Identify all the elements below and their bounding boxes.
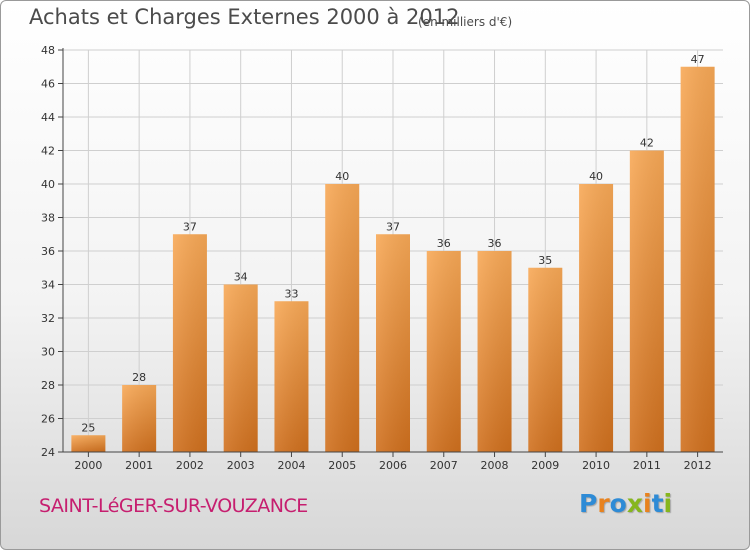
- x-tick-label: 2006: [379, 459, 407, 472]
- data-label: 34: [234, 271, 248, 284]
- bar-shade: [426, 251, 461, 452]
- data-label: 33: [284, 287, 298, 300]
- y-tick-label: 46: [41, 78, 55, 91]
- data-label: 47: [691, 53, 705, 66]
- data-label: 40: [589, 170, 603, 183]
- y-tick-label: 44: [41, 111, 55, 124]
- x-tick-label: 2003: [227, 459, 255, 472]
- x-tick-label: 2011: [633, 459, 661, 472]
- data-label: 40: [335, 170, 349, 183]
- x-tick-label: 2007: [430, 459, 458, 472]
- bar-shade: [122, 385, 157, 452]
- bars: [71, 66, 715, 452]
- bar-shade: [325, 184, 360, 452]
- bar-shade: [680, 66, 715, 452]
- x-tick-label: 2002: [176, 459, 204, 472]
- data-label: 25: [81, 421, 95, 434]
- y-tick-label: 24: [41, 446, 55, 459]
- logo-letter: r: [597, 489, 610, 518]
- bar-shade: [629, 150, 664, 452]
- y-tick-label: 42: [41, 145, 55, 158]
- bar-shade: [71, 435, 106, 452]
- data-label: 28: [132, 371, 146, 384]
- x-tick-label: 2008: [481, 459, 509, 472]
- y-tick-label: 28: [41, 379, 55, 392]
- logo-letter: i: [643, 489, 652, 518]
- x-tick-label: 2004: [277, 459, 305, 472]
- x-tick-label: 2010: [582, 459, 610, 472]
- y-tick-label: 38: [41, 212, 55, 225]
- y-tick-label: 36: [41, 245, 55, 258]
- logo-letter: t: [651, 489, 664, 518]
- data-label: 36: [488, 237, 502, 250]
- x-tick-label: 2009: [531, 459, 559, 472]
- logo-letter: o: [609, 489, 627, 518]
- chart-title: Achats et Charges Externes 2000 à 2012: [29, 5, 460, 29]
- chart-unit-note: (en milliers d'€): [418, 15, 513, 29]
- data-label: 37: [183, 220, 197, 233]
- value-labels: 25 28 37 34 33 40 37 36 36 35 40 42 47: [81, 53, 704, 435]
- x-tick-label: 2001: [125, 459, 153, 472]
- bar-shade: [172, 234, 207, 452]
- bar-shade: [223, 284, 258, 452]
- data-label: 42: [640, 137, 654, 150]
- x-tick-label: 2012: [684, 459, 712, 472]
- bar-shade: [477, 251, 512, 452]
- axes: 24 26 28 30 32 34 36 38 40 42 44 46 48 2000 2001 2002 20…: [41, 44, 723, 472]
- logo-letter: x: [626, 489, 643, 518]
- x-tick-label: 2005: [328, 459, 356, 472]
- bar-shade: [579, 184, 614, 452]
- bar-shade: [376, 234, 410, 452]
- logo-letter: i: [663, 489, 673, 518]
- bar-shade: [528, 267, 563, 452]
- x-tick-label: 2000: [74, 459, 102, 472]
- logo-letter: P: [579, 489, 598, 518]
- y-tick-label: 30: [41, 346, 55, 359]
- y-tick-label: 26: [41, 413, 55, 426]
- data-label: 35: [538, 254, 552, 267]
- proxiti-logo: Proxiti: [579, 489, 672, 518]
- bar-shade: [274, 301, 309, 452]
- y-tick-label: 48: [41, 44, 55, 57]
- y-tick-label: 40: [41, 178, 55, 191]
- y-tick-label: 32: [41, 312, 55, 325]
- data-label: 37: [386, 220, 400, 233]
- data-label: 36: [437, 237, 451, 250]
- y-tick-label: 34: [41, 279, 55, 292]
- place-name: SAINT-LéGER-SUR-VOUZANCE: [39, 495, 308, 517]
